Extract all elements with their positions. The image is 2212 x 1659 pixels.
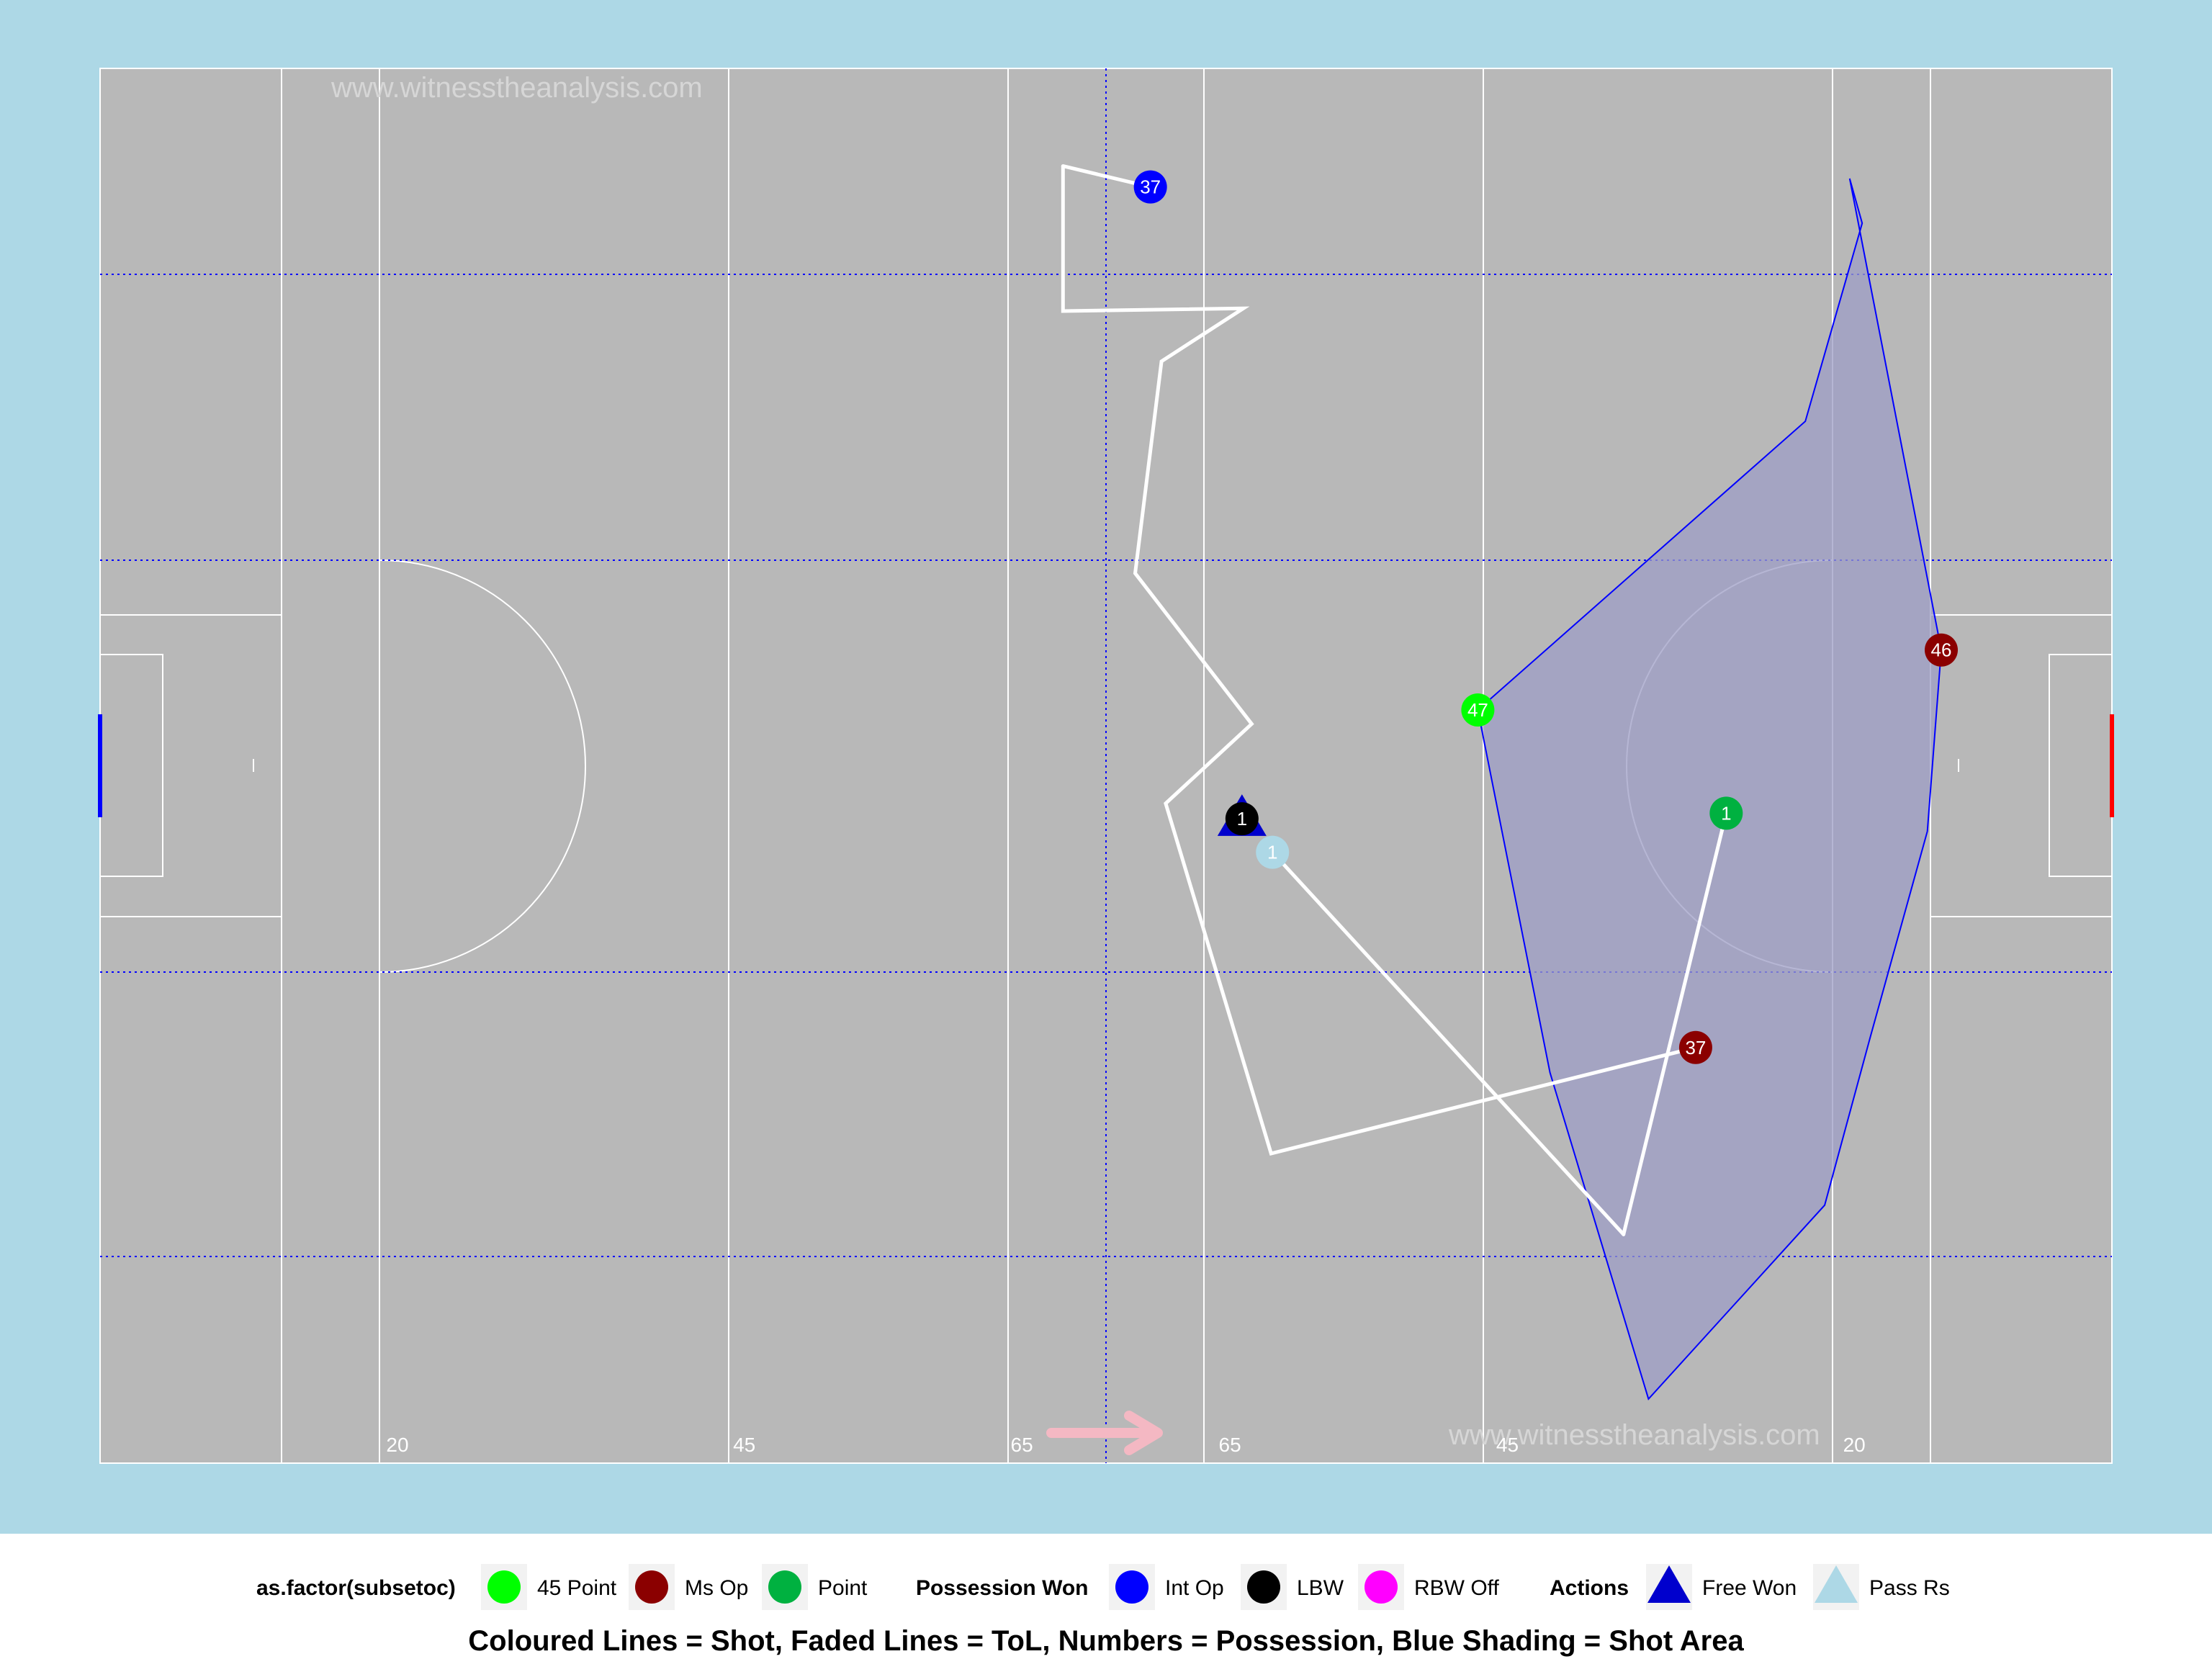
distance-labels: 20 45 65 65 45 20	[386, 1434, 1865, 1456]
marker-3: 1	[1709, 796, 1743, 830]
legend-label-2-0: Free Won	[1702, 1576, 1797, 1600]
marker-7: 1	[1256, 835, 1290, 869]
watermark-bottom: www.witnesstheanalysis.com	[1448, 1419, 1820, 1451]
direction-arrow-head	[1124, 1411, 1163, 1455]
legend-symbol-2-1	[1815, 1565, 1858, 1603]
marker-2-label: 46	[1931, 639, 1952, 661]
marker-3-dot	[1709, 796, 1743, 830]
legend-label-1-0: Int Op	[1165, 1576, 1224, 1600]
legend-title-1: Possession Won	[916, 1576, 1089, 1600]
marker-2-dot	[1924, 633, 1958, 667]
marker-4: 37	[1678, 1030, 1712, 1064]
right-small-rectangle	[2049, 654, 2112, 877]
marker-7-label: 1	[1267, 842, 1277, 863]
distance-label-0: 20	[386, 1434, 408, 1456]
marker-0-label: 37	[1140, 176, 1161, 198]
marker-4-dot	[1678, 1030, 1712, 1064]
distance-label-3: 65	[1219, 1434, 1241, 1456]
marker-6-dot	[1225, 802, 1259, 836]
marker-0-dot	[1133, 170, 1167, 204]
trail-segment-2	[1622, 811, 1728, 1236]
legend-symbol-1-0	[1115, 1570, 1148, 1604]
marker-2: 46	[1924, 633, 1958, 667]
caption: Coloured Lines = Shot, Faded Lines = ToL…	[468, 1625, 1744, 1657]
legend-symbol-0-0	[487, 1570, 521, 1604]
marker-1: 47	[1461, 693, 1495, 727]
distance-label-1: 45	[733, 1434, 755, 1456]
left-semicircle	[379, 559, 586, 973]
left-goal	[98, 714, 102, 817]
legend-symbol-0-1	[635, 1570, 668, 1604]
legend-symbol-1-2	[1364, 1570, 1398, 1604]
legend-label-1-1: LBW	[1297, 1576, 1344, 1600]
legend-symbol-0-2	[768, 1570, 801, 1604]
watermark-top: www.witnesstheanalysis.com	[331, 72, 703, 104]
marker-1-dot	[1461, 693, 1495, 727]
distance-label-4: 45	[1496, 1434, 1519, 1456]
left-small-rectangle	[100, 654, 163, 877]
marker-0: 37	[1133, 170, 1167, 204]
distance-label-2: 65	[1011, 1434, 1033, 1456]
legend-label-0-2: Point	[818, 1576, 868, 1600]
right-goal	[2110, 714, 2114, 817]
trail-segment-1	[1270, 850, 1626, 1236]
marker-1-label: 47	[1467, 699, 1488, 721]
marker-3-label: 1	[1721, 802, 1731, 824]
legend-title-0: as.factor(subsetoc)	[256, 1576, 456, 1600]
marker-7-dot	[1256, 835, 1290, 869]
shot-area	[1477, 178, 1943, 1401]
distance-label-5: 20	[1843, 1434, 1866, 1456]
trail-path	[1061, 166, 1696, 1156]
marker-4-label: 37	[1685, 1037, 1706, 1058]
marker-6-label: 1	[1237, 808, 1247, 830]
legend-label-1-2: RBW Off	[1414, 1576, 1499, 1600]
legend: as.factor(subsetoc) 45 Point Ms Op Point Pos…	[256, 1564, 1950, 1610]
legend-symbol-1-1	[1247, 1570, 1280, 1604]
legend-label-0-1: Ms Op	[685, 1576, 748, 1600]
legend-title-2: Actions	[1550, 1576, 1629, 1600]
marker-6: 1	[1225, 802, 1259, 836]
legend-symbol-2-0	[1647, 1565, 1691, 1603]
legend-label-2-1: Pass Rs	[1869, 1576, 1950, 1600]
direction-arrow	[1046, 1411, 1163, 1455]
left-large-rectangle	[100, 614, 282, 917]
legend-label-0-0: 45 Point	[537, 1576, 617, 1600]
